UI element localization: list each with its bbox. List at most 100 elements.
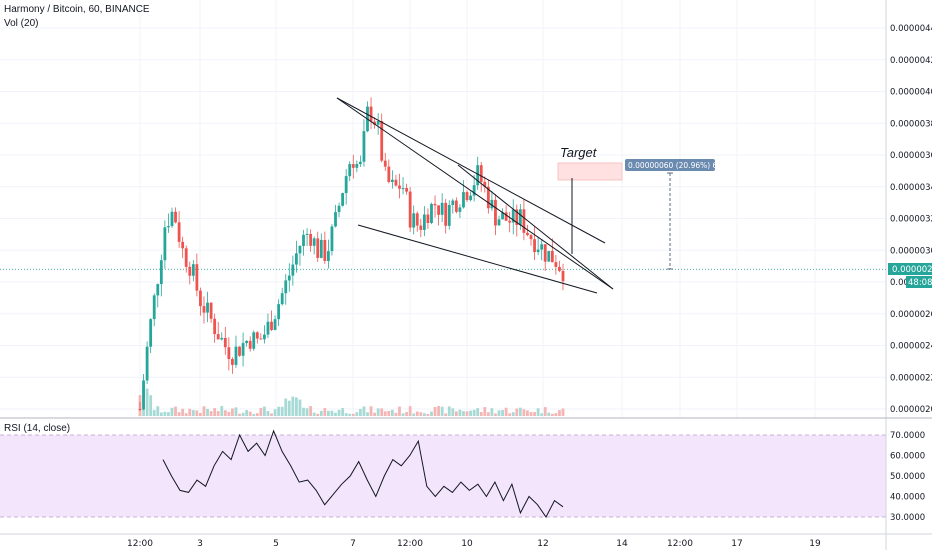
candle-body <box>458 207 462 212</box>
trendline[interactable] <box>357 224 598 294</box>
volume-bar <box>387 410 391 416</box>
candle-body <box>227 347 231 360</box>
candle-body <box>373 121 377 125</box>
wedge-drawings[interactable] <box>336 97 614 294</box>
candle-body <box>159 260 163 285</box>
candle-body <box>348 164 352 177</box>
volume-bar <box>412 413 416 416</box>
volume-bar <box>255 413 259 416</box>
measure-label-box <box>625 159 715 171</box>
price-axis[interactable]: 0.00000440 0.00000420 0.00000400 0.00000380… <box>890 24 932 415</box>
price-tick-label: 0.00000380 <box>890 119 932 129</box>
time-tick-label: 17 <box>731 539 742 549</box>
target-box[interactable] <box>557 162 623 181</box>
volume-bar <box>422 413 426 416</box>
symbol-legend[interactable]: Harmony / Bitcoin, 60, BINANCE <box>4 4 150 15</box>
candle-body <box>287 275 291 281</box>
candle-body <box>547 251 551 262</box>
volume-bar <box>259 407 263 416</box>
volume-bar <box>440 406 444 416</box>
volume-bar <box>334 412 337 416</box>
candle-body <box>469 195 472 201</box>
volume-bar <box>472 409 476 416</box>
volume-bar <box>305 408 309 416</box>
volume-bar <box>394 412 398 416</box>
price-tick-label: 0.00000260 <box>890 310 932 320</box>
target-label[interactable]: Target <box>560 145 598 160</box>
countdown-label: 48:08 <box>908 278 932 288</box>
candle-body <box>479 165 483 182</box>
rsi-legend[interactable]: RSI (14, close) <box>4 423 71 434</box>
candle-body <box>337 205 341 213</box>
volume-bar <box>149 395 153 416</box>
candle-body <box>440 202 444 215</box>
volume-legend[interactable]: Vol (20) <box>4 18 39 29</box>
candle-body <box>174 211 177 223</box>
candle-body <box>415 213 419 226</box>
candle-body <box>291 264 295 276</box>
price-tick-label: 0.00000200 <box>890 405 932 415</box>
volume-bar <box>447 406 451 416</box>
candle-body <box>387 166 391 182</box>
volume-bar <box>373 412 377 416</box>
volume-bar <box>159 412 163 416</box>
volume-bar <box>216 411 220 416</box>
volume-bar <box>234 407 238 416</box>
trendline[interactable] <box>457 164 614 290</box>
volume-bar <box>369 406 373 416</box>
candle-body <box>319 239 323 258</box>
candle-body <box>376 120 380 125</box>
volume-bar <box>263 406 266 416</box>
volume-bar <box>319 410 323 416</box>
candle-body <box>451 200 455 205</box>
volume-bar <box>479 411 483 416</box>
volume-bar <box>170 407 174 416</box>
volume-bar <box>351 413 355 416</box>
rsi-tick-label: 70.0000 <box>890 431 925 441</box>
volume-bar <box>266 411 270 416</box>
candle-body <box>142 380 145 410</box>
trendline[interactable] <box>336 97 606 244</box>
volume-bar <box>270 413 273 416</box>
volume-bar <box>529 412 533 416</box>
volume-bar <box>355 412 359 416</box>
volume-bar <box>280 406 284 416</box>
candle-body <box>213 318 217 335</box>
time-axis[interactable]: 12:00 3 5 7 12:00 10 12 14 12:00 17 19 <box>127 539 821 549</box>
candle-body <box>508 220 512 223</box>
candle-body <box>145 346 149 381</box>
volume-bar <box>458 409 462 416</box>
volume-bar <box>195 410 199 416</box>
candle-body <box>341 193 345 206</box>
candle-body <box>220 337 224 340</box>
rsi-tick-label: 50.0000 <box>890 472 925 482</box>
countdown-tag <box>906 276 932 288</box>
volume-bar <box>504 407 508 416</box>
candle-body <box>561 270 565 282</box>
volume-bar <box>220 406 224 416</box>
volume-bar <box>366 412 369 416</box>
volume-bar <box>223 410 227 416</box>
trendline[interactable] <box>336 97 614 290</box>
candle-body <box>472 185 476 196</box>
candle-body <box>206 302 209 313</box>
time-tick-label: 12 <box>537 539 548 549</box>
candle-body <box>355 164 359 168</box>
volume-bar <box>245 410 249 416</box>
volume-bar <box>380 408 384 416</box>
candle-body <box>380 120 384 161</box>
candle-body <box>149 319 153 347</box>
candle-body <box>326 251 330 261</box>
volume-bar <box>362 406 366 416</box>
volume-bar <box>302 407 305 416</box>
candle-body <box>543 244 547 262</box>
rsi-axis[interactable]: 70.0000 60.0000 50.0000 40.0000 30.0000 <box>890 431 925 523</box>
candle-body <box>362 131 366 162</box>
volume-bars <box>138 387 565 416</box>
price-tick-label: 0.00000440 <box>890 24 932 34</box>
time-tick-label: 12:00 <box>127 539 153 549</box>
volume-bar <box>561 408 565 416</box>
candle-body <box>358 161 362 165</box>
price-tick-label: 0.00000400 <box>890 88 932 98</box>
